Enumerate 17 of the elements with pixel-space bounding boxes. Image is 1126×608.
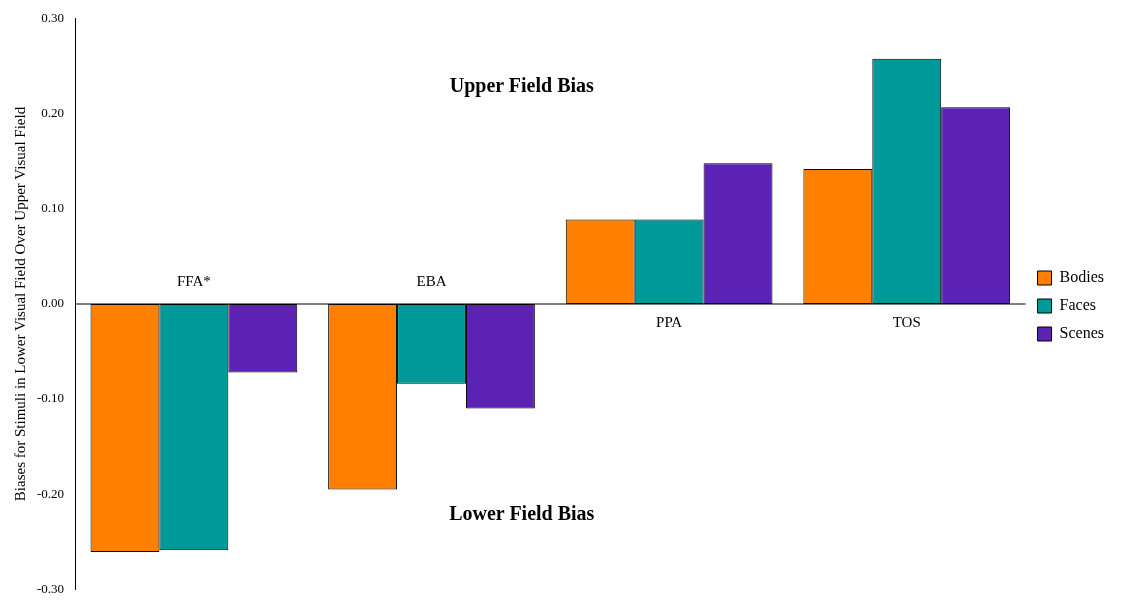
x-tick-label: EBA	[416, 273, 447, 290]
y-tick-label: 0.10	[41, 200, 65, 216]
annotation: Lower Field Bias	[449, 502, 595, 525]
legend-label: Scenes	[1059, 324, 1104, 342]
x-tick-label: PPA	[656, 314, 683, 331]
legend-label: Bodies	[1059, 268, 1105, 286]
y-tick-label: 0.00	[41, 295, 65, 311]
y-tick-label: -0.20	[36, 485, 65, 501]
x-tick-label: FFA*	[176, 273, 211, 290]
y-axis-title: Biases for Stimuli in Lower Visual Field Over Upper Visual Field	[11, 106, 28, 502]
y-tick-label: -0.10	[36, 390, 65, 406]
annotation: Upper Field Bias	[449, 74, 595, 98]
y-tick-label: -0.30	[36, 580, 65, 596]
x-tick-label: TOS	[892, 314, 921, 331]
legend-label: Faces	[1059, 296, 1096, 314]
y-tick-label: 0.30	[41, 10, 65, 26]
y-tick-label: 0.20	[41, 105, 65, 121]
